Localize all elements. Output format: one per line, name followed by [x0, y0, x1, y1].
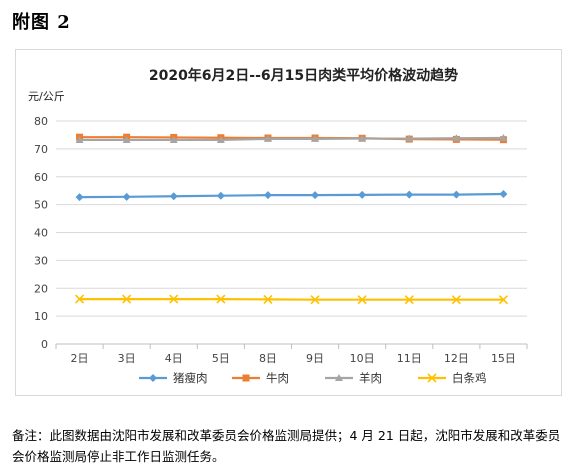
series-line	[79, 298, 504, 301]
y-axis-label: 元/公斤	[28, 90, 65, 103]
x-tick-label: 2日	[71, 352, 89, 365]
y-tick-label: 40	[34, 227, 48, 240]
y-tick-label: 20	[34, 282, 48, 295]
data-point	[405, 190, 414, 199]
series-line	[79, 136, 504, 142]
footnote: 备注：此图数据由沈阳市发展和改革委员会价格监测局提供；4 月 21 日起，沈阳市…	[12, 428, 561, 464]
x-tick-label: 9日	[306, 352, 324, 365]
data-point	[75, 193, 84, 202]
data-point	[404, 295, 414, 305]
series-line	[79, 192, 504, 199]
data-point	[216, 135, 225, 143]
data-point	[499, 190, 508, 199]
data-point	[169, 294, 179, 304]
y-tick-label: 70	[34, 143, 48, 156]
y-tick-label: 0	[41, 338, 48, 351]
chart-title: 2020年6月2日--6月15日肉类平均价格波动趋势	[149, 67, 458, 84]
legend-marker	[335, 374, 343, 381]
x-tick-label: 10日	[350, 352, 375, 365]
data-point	[358, 190, 367, 199]
x-tick-label: 8日	[259, 352, 277, 365]
data-point	[451, 295, 461, 305]
data-point	[216, 294, 226, 304]
data-point	[311, 191, 320, 200]
data-point	[452, 190, 461, 199]
data-point	[263, 191, 272, 200]
data-point	[122, 135, 131, 143]
figure-label: 附图 2	[12, 12, 71, 33]
x-tick-label: 15日	[491, 352, 516, 365]
x-tick-label: 5日	[212, 352, 230, 365]
data-point	[311, 134, 320, 142]
data-point	[263, 294, 273, 304]
data-point	[263, 134, 272, 142]
data-point	[122, 294, 132, 304]
x-tick-label: 4日	[165, 352, 183, 365]
data-point	[499, 134, 508, 142]
legend-label: 牛肉	[266, 371, 289, 385]
y-tick-label: 80	[34, 115, 48, 128]
y-tick-label: 60	[34, 171, 48, 184]
data-point	[75, 135, 84, 143]
y-tick-label: 10	[34, 310, 48, 323]
x-tick-label: 3日	[118, 352, 136, 365]
x-tick-label: 12日	[444, 352, 469, 365]
legend-marker	[427, 373, 437, 383]
legend-marker	[242, 374, 250, 382]
data-point	[452, 134, 461, 142]
data-point	[216, 191, 225, 200]
data-point	[405, 134, 414, 142]
y-tick-label: 30	[34, 254, 48, 267]
data-point	[357, 295, 367, 305]
legend-label: 白条鸡	[452, 371, 487, 385]
legend-label: 羊肉	[359, 371, 382, 385]
data-point	[358, 134, 367, 142]
data-point	[498, 295, 509, 305]
legend-marker	[149, 374, 157, 382]
data-point	[310, 295, 320, 305]
data-point	[74, 294, 85, 304]
y-tick-label: 50	[34, 199, 48, 212]
data-point	[169, 135, 178, 143]
data-point	[169, 192, 178, 201]
chart-frame: 2020年6月2日--6月15日肉类平均价格波动趋势元/公斤 0 10 20 30 40 5…	[15, 49, 562, 396]
data-point	[122, 192, 131, 201]
x-tick-label: 11日	[397, 352, 422, 365]
legend-label: 猪瘦肉	[173, 371, 208, 385]
